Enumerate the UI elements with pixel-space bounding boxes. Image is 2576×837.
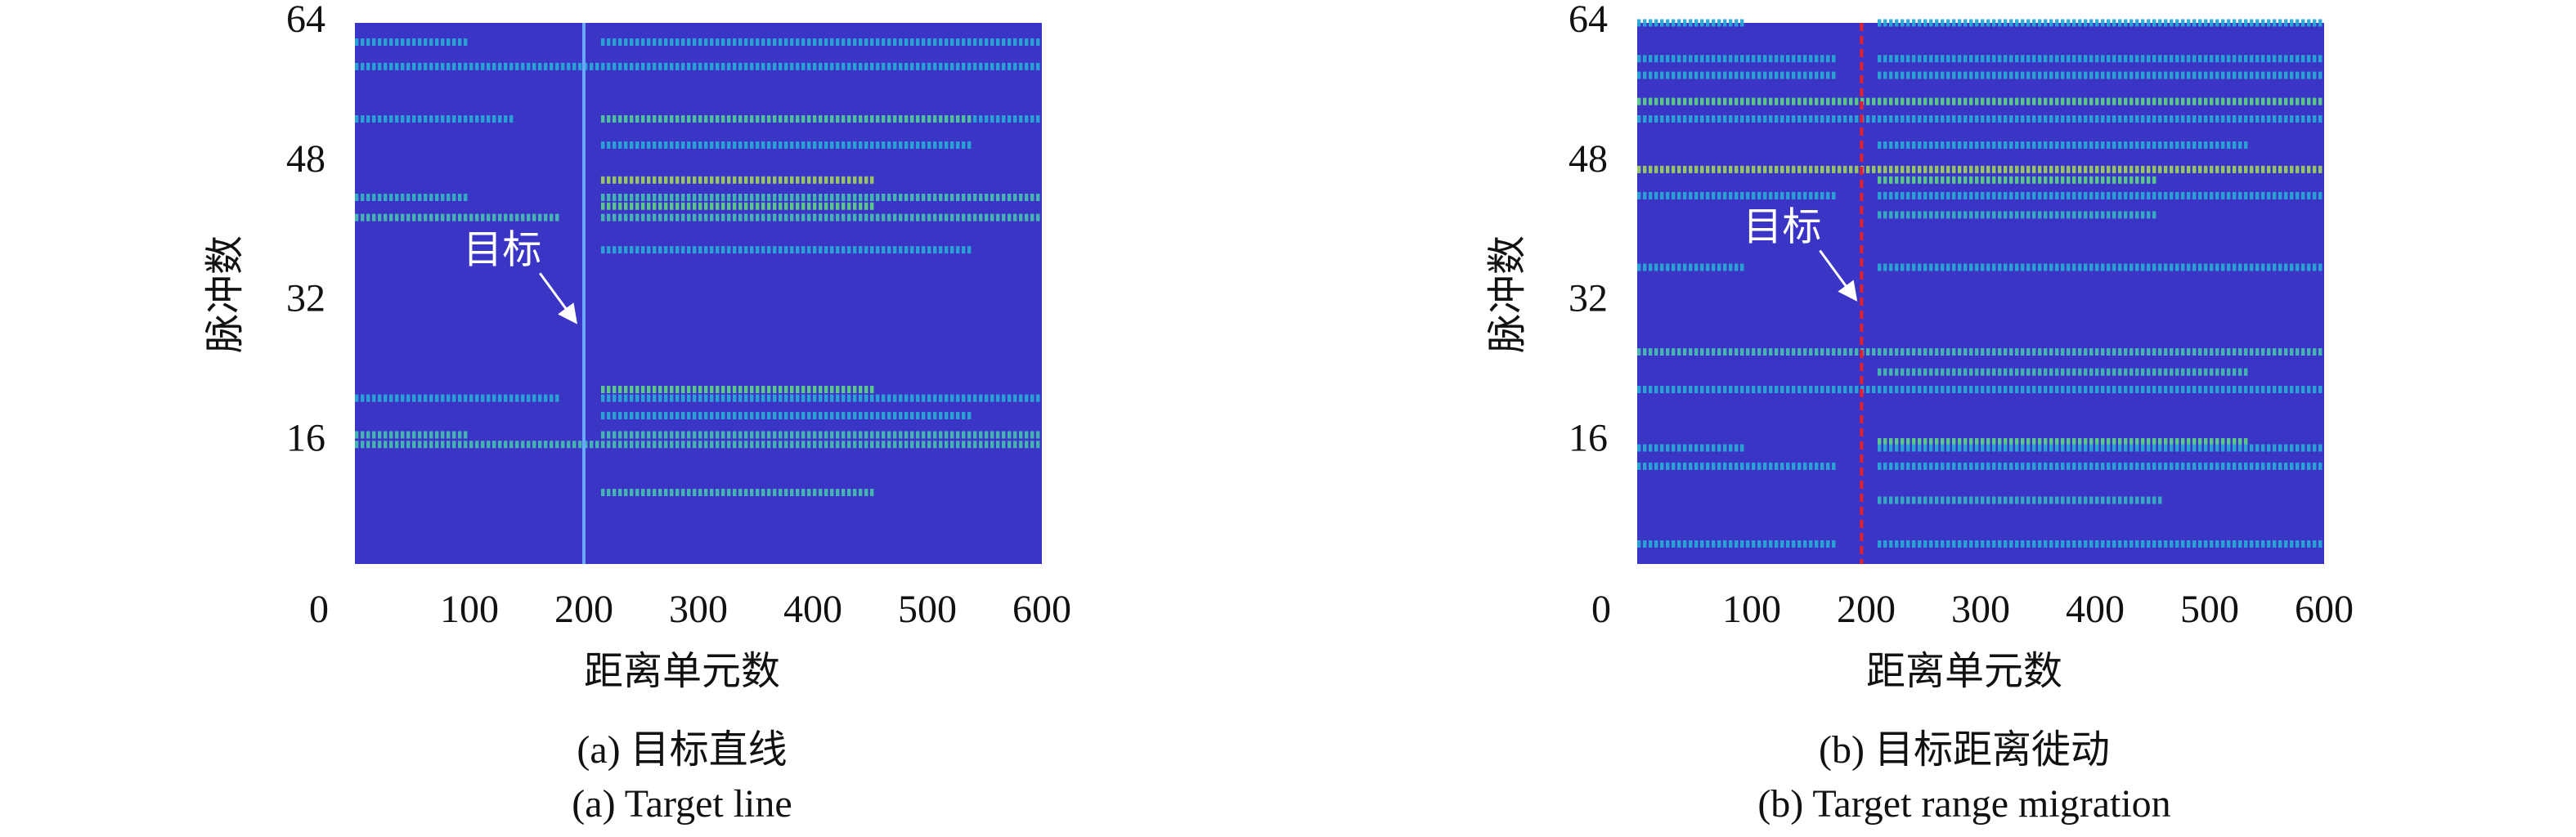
annotation-arrow [1819,249,1858,302]
caption-en: (a) Target line [572,782,792,826]
x-tick-label: 100 [440,588,499,631]
x-tick-label: 300 [1951,588,2010,631]
annotation-text: 目标 [1743,205,1821,248]
x-axis-label: 距离单元数 [584,650,780,693]
annotation-arrow [538,272,577,325]
x-tick-label: 200 [554,588,613,631]
y-tick-label: 48 [286,137,325,181]
y-tick-label: 64 [1568,0,1608,41]
y-tick-label: 16 [1568,417,1608,460]
x-tick-label: 0 [1591,588,1611,631]
x-tick-label: 600 [2295,588,2354,631]
x-tick-label: 400 [783,588,842,631]
plot-background [1637,23,2324,564]
x-tick-label: 400 [2066,588,2125,631]
y-tick-label: 48 [1568,137,1608,181]
y-tick-label: 16 [286,417,325,460]
x-tick-label: 100 [1722,588,1781,631]
caption-en: (b) Target range migration [1757,782,2170,826]
plot-background [355,23,1042,564]
x-tick-label: 500 [898,588,957,631]
x-tick-label: 200 [1837,588,1896,631]
y-tick-label: 32 [1568,277,1608,320]
y-tick-label: 32 [286,277,325,320]
x-tick-label: 600 [1012,588,1071,631]
x-tick-label: 300 [669,588,728,631]
annotation-text: 目标 [463,228,541,271]
x-tick-label: 500 [2180,588,2239,631]
y-axis-label: 脉冲数 [204,235,247,353]
x-tick-label: 0 [309,588,329,631]
y-tick-label: 64 [286,0,325,41]
caption: (a) 目标直线 [577,728,787,772]
y-axis-label: 脉冲数 [1486,235,1529,353]
x-axis-label: 距离单元数 [1866,650,2062,693]
caption: (b) 目标距离徙动 [1819,728,2110,772]
